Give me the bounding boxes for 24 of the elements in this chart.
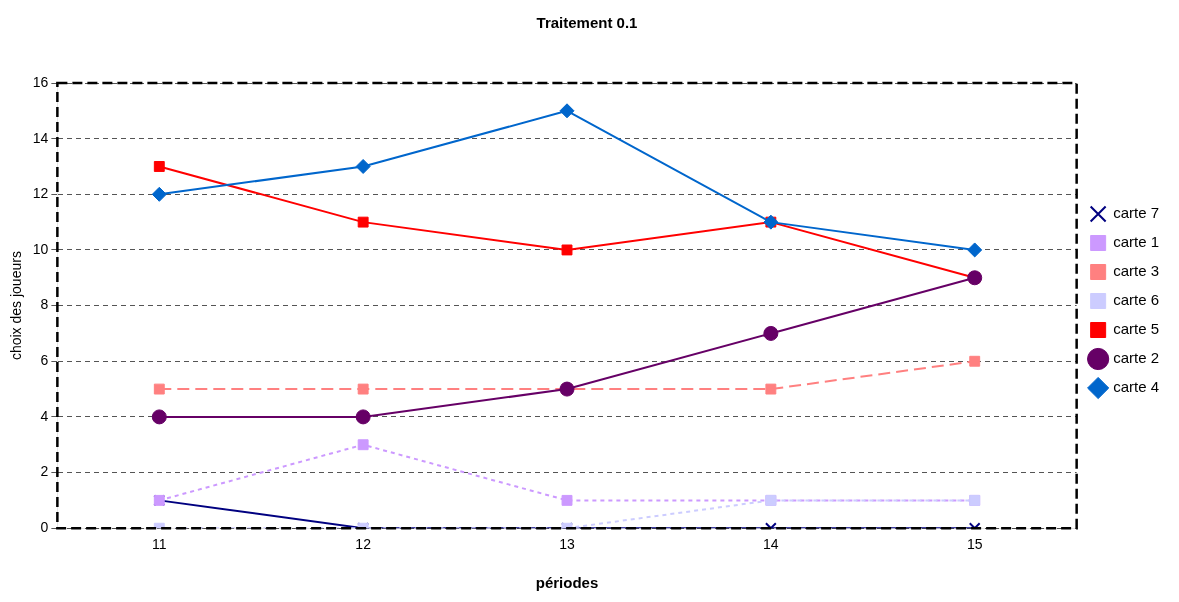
legend-label: carte 5	[1113, 320, 1159, 338]
x-tick-label: 14	[763, 536, 779, 553]
y-tick-label: 10	[32, 240, 49, 257]
legend-label: carte 1	[1113, 233, 1159, 251]
y-tick-label: 8	[40, 296, 49, 313]
x-tick-label: 13	[559, 536, 575, 553]
x-axis-title: périodes	[535, 574, 599, 592]
y-tick-label: 6	[40, 352, 49, 369]
y-tick-label: 16	[32, 73, 49, 90]
y-tick-label: 0	[40, 519, 49, 536]
x-tick-label: 12	[355, 536, 372, 553]
legend-label: carte 3	[1113, 262, 1159, 280]
y-tick-label: 2	[40, 463, 49, 480]
y-tick-label: 4	[40, 407, 49, 424]
legend-label: carte 6	[1113, 291, 1159, 309]
chart-title: Traitement 0.1	[536, 14, 638, 32]
y-tick-label: 14	[32, 129, 49, 146]
y-tick-label: 12	[32, 185, 49, 202]
x-tick-label: 11	[152, 536, 167, 553]
legend-label: carte 2	[1113, 349, 1159, 367]
legend-label: carte 7	[1113, 204, 1159, 222]
x-tick-label: 15	[966, 536, 983, 553]
legend-label: carte 4	[1113, 378, 1159, 396]
y-axis-title: choix des joueurs	[8, 251, 25, 361]
